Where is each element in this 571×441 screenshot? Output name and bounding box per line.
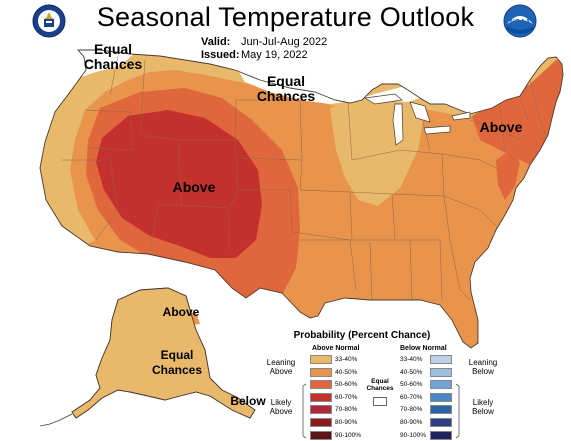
likely-above-region-50-60-midatlantic bbox=[496, 150, 520, 200]
legend-below-range-label: 90-100% bbox=[400, 431, 427, 439]
legend-equal-chances-label: Equal Chances bbox=[366, 378, 394, 392]
legend-above-range-label: 40-50% bbox=[335, 368, 358, 376]
valid-issued-block: Valid: Jun-Jul-Aug 2022 Issued:May 19, 20… bbox=[201, 36, 327, 62]
state-boundaries bbox=[62, 55, 549, 301]
legend-below-swatch bbox=[430, 380, 452, 390]
legend-above-swatch bbox=[310, 430, 332, 440]
legend-above-range-label: 90-100% bbox=[335, 431, 362, 439]
legend-title: Probability (Percent Chance) bbox=[293, 330, 431, 341]
legend-likely-below: Likely Below bbox=[472, 398, 494, 416]
label-above-center: Above bbox=[172, 179, 216, 195]
alaska-region bbox=[39, 287, 256, 427]
legend-above-swatch bbox=[310, 405, 332, 415]
legend-below-swatch bbox=[430, 430, 452, 440]
legend-below-range-label: 33-40% bbox=[400, 356, 423, 363]
legend-above-swatch bbox=[310, 392, 332, 402]
great-lakes bbox=[363, 93, 471, 146]
aleutian-islands bbox=[39, 413, 73, 427]
label-above-northeast: Above bbox=[479, 119, 523, 135]
label-equal-chances-alaska: Equal Chances bbox=[151, 348, 203, 377]
legend-below-range-label: 50-60% bbox=[400, 381, 423, 389]
legend-above-swatch bbox=[310, 355, 332, 364]
legend-below-swatch bbox=[430, 418, 452, 427]
legend-leaning-above: Leaning Above bbox=[266, 358, 296, 376]
issued-label: Issued: bbox=[201, 49, 240, 61]
label-below-alaska: Below bbox=[230, 394, 266, 408]
page-title: Seasonal Temperature Outlook bbox=[96, 2, 475, 32]
legend-above-swatch bbox=[310, 418, 332, 427]
legend-above-range-label: 80-90% bbox=[335, 419, 358, 426]
label-equal-chances-nw: Equal Chances bbox=[83, 41, 143, 72]
legend-below-range-label: 40-50% bbox=[400, 368, 423, 376]
dept-of-commerce-seal-icon bbox=[32, 4, 66, 38]
legend-below-range-label: 70-80% bbox=[400, 406, 423, 414]
legend-likely-above: Likely Above bbox=[269, 398, 293, 416]
noaa-logo-icon: NOAA bbox=[503, 4, 537, 38]
legend-below-swatch bbox=[430, 392, 452, 402]
legend-above-range-label: 33-40% bbox=[335, 356, 358, 363]
legend-above-range-label: 50-60% bbox=[335, 381, 358, 389]
legend-above-range-label: 70-80% bbox=[335, 406, 358, 414]
legend-below-normal-head: Below Normal bbox=[400, 345, 447, 352]
label-equal-chances-north: Equal Chances bbox=[256, 73, 316, 104]
legend-above-swatch bbox=[310, 367, 332, 377]
legend-below-swatch bbox=[430, 367, 452, 377]
legend-above-range-label: 60-70% bbox=[335, 393, 358, 401]
label-above-alaska: Above bbox=[162, 305, 200, 319]
legend-above-normal-head: Above Normal bbox=[312, 345, 360, 352]
issued-value: May 19, 2022 bbox=[241, 49, 308, 61]
legend-below-range-label: 80-90% bbox=[400, 419, 423, 426]
valid-value: Jun-Jul-Aug 2022 bbox=[241, 36, 328, 48]
valid-label: Valid: bbox=[201, 36, 231, 48]
legend-above-swatch bbox=[310, 380, 332, 390]
likely-above-region-60-70-west bbox=[96, 110, 262, 258]
legend-below-swatch bbox=[430, 355, 452, 364]
noaa-logo-text: NOAA bbox=[510, 19, 531, 26]
legend-below-range-label: 60-70% bbox=[400, 393, 423, 401]
legend-equal-chances-swatch bbox=[373, 397, 387, 406]
legend-below-swatch bbox=[430, 405, 452, 415]
legend-leaning-below: Leaning Below bbox=[468, 358, 498, 376]
